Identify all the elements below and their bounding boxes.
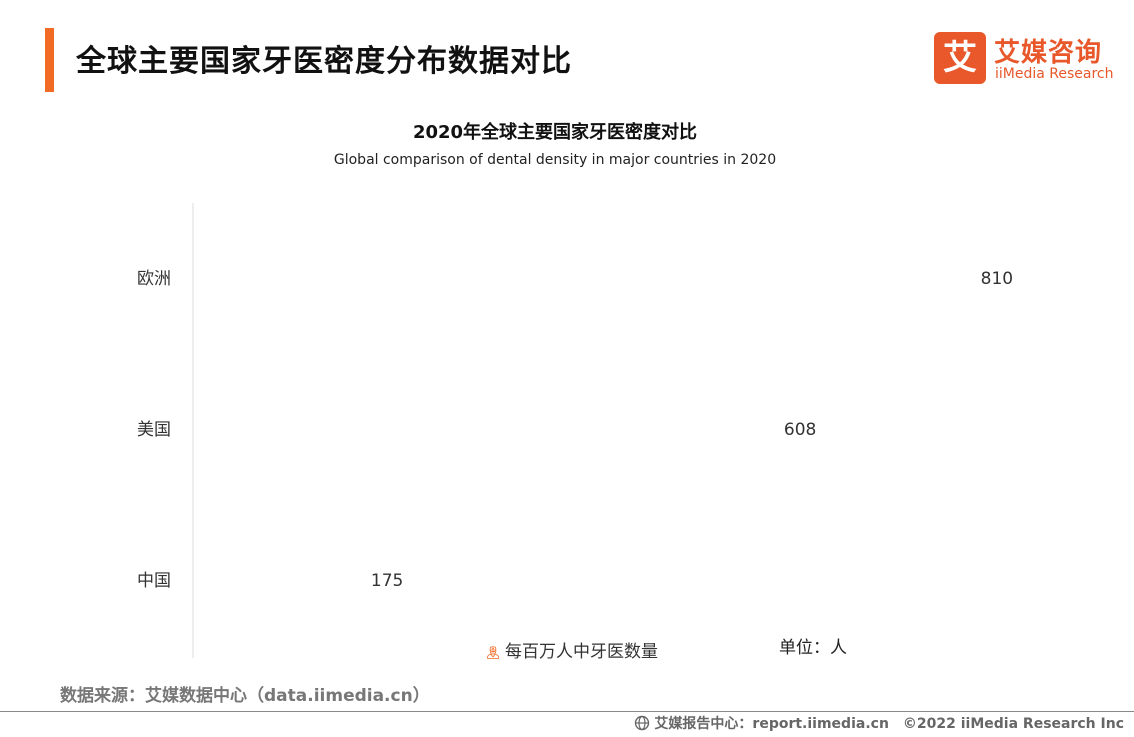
report-center-link[interactable]: 艾媒报告中心：report.iimedia.cn xyxy=(654,716,889,732)
logo-english-name: iiMedia Research xyxy=(995,66,1114,82)
value-label: 810 xyxy=(981,269,1013,289)
doctor-icon xyxy=(249,555,297,606)
doctor-icon xyxy=(249,253,297,304)
footer: 艾媒报告中心：report.iimedia.cn ©2022 iiMedia Re… xyxy=(634,713,1124,733)
doctor-icon xyxy=(249,404,297,455)
doctor-icon xyxy=(570,404,618,455)
value-label: 175 xyxy=(371,571,403,591)
doctor-icon xyxy=(356,253,404,304)
value-label: 608 xyxy=(784,420,816,440)
doctor-icon xyxy=(784,253,833,304)
doctor-icon xyxy=(487,646,499,659)
doctor-icon xyxy=(677,404,726,455)
logo-mark: 艾 xyxy=(934,32,986,84)
title-accent-bar xyxy=(45,28,54,92)
doctor-icon xyxy=(302,253,350,304)
footer-divider xyxy=(0,711,1134,712)
unit-label: 单位：人 xyxy=(779,638,847,658)
doctor-icon xyxy=(731,404,776,455)
doctor-icon xyxy=(677,253,726,304)
page-title: 全球主要国家牙医密度分布数据对比 xyxy=(76,44,572,79)
logo-chinese-name: 艾媒咨询 xyxy=(994,38,1103,68)
doctor-icon xyxy=(195,404,243,455)
doctor-icon xyxy=(356,404,404,455)
doctor-icon xyxy=(409,404,457,455)
doctor-icon xyxy=(463,253,511,304)
chart-subtitle: Global comparison of dental density in m… xyxy=(333,152,777,168)
doctor-icon xyxy=(516,404,565,455)
chart-legend: 每百万人中牙医数量 xyxy=(487,637,658,662)
doctor-icon xyxy=(302,555,350,606)
doctor-icon xyxy=(624,404,672,455)
iimedia-logo: 艾 艾媒咨询 iiMedia Research xyxy=(934,30,1124,86)
doctor-icon xyxy=(838,253,886,304)
copyright: ©2022 iiMedia Research Inc xyxy=(902,716,1124,732)
category-label: 美国 xyxy=(137,420,171,440)
doctor-icon xyxy=(624,253,672,304)
doctor-icon xyxy=(195,253,243,304)
doctor-icon xyxy=(570,253,618,304)
doctor-icon xyxy=(195,555,243,606)
doctor-icon xyxy=(409,253,457,304)
category-label: 中国 xyxy=(137,571,171,591)
chart-title: 2020年全球主要国家牙医密度对比 xyxy=(412,122,698,143)
doctor-icon xyxy=(463,404,511,455)
globe-icon xyxy=(635,715,650,731)
doctor-icon xyxy=(731,253,779,304)
doctor-icon xyxy=(516,253,565,304)
doctor-icon xyxy=(302,404,350,455)
doctor-icon xyxy=(892,253,940,304)
category-label: 欧洲 xyxy=(137,269,171,289)
data-source: 数据来源：艾媒数据中心（data.iimedia.cn） xyxy=(60,686,430,706)
legend-label: 每百万人中牙医数量 xyxy=(505,642,658,662)
